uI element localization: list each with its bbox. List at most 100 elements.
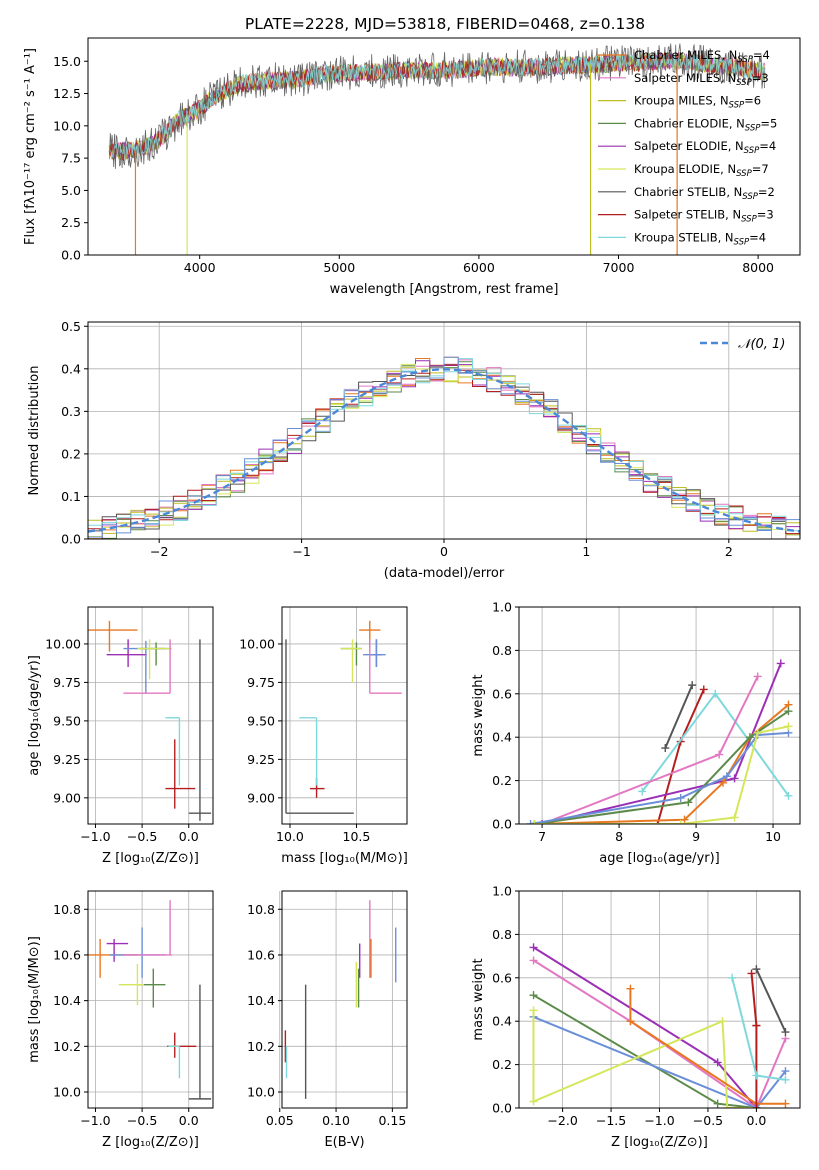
weight-point-marker	[530, 820, 539, 824]
weight-point-marker	[626, 1017, 635, 1026]
x-axis-label: Z [log₁₀(Z/Z⊙)]	[102, 1135, 199, 1150]
y-tick-label: 10.2	[247, 1039, 275, 1054]
legend-entry: 𝒩(0, 1)	[738, 337, 785, 352]
y-tick-label: 9.25	[53, 752, 81, 767]
y-axis-label: Flux [fλ10⁻¹⁷ erg cm⁻² s⁻¹ A⁻¹]	[23, 48, 38, 245]
x-tick-label: 5000	[323, 260, 355, 275]
weight-point-marker	[529, 991, 538, 1000]
weight-point-marker	[753, 728, 762, 737]
x-tick-label: 1	[582, 544, 590, 559]
chart-age_vs_mass: 10.0 10.5 9.00 9.25 9.50 9.75 10.00 mass [log₁₀…	[239, 606, 408, 866]
axes-frame	[87, 890, 214, 1109]
x-tick-label: −1.5	[596, 1113, 626, 1128]
plot-area-mass_vs_ebv	[284, 900, 397, 1099]
weight-point-marker	[784, 707, 793, 716]
weight-series-line	[533, 1015, 787, 1108]
x-tick-label: 2	[725, 544, 733, 559]
y-tick-label: 0.2	[492, 773, 512, 788]
weight-point-marker	[684, 798, 693, 807]
y-axis-label: Normed distribution	[27, 366, 42, 496]
y-tick-label: 0.6	[492, 970, 512, 985]
weight-point-marker	[728, 973, 737, 982]
weight-point-marker	[722, 772, 731, 781]
weight-point-marker	[723, 1104, 732, 1108]
x-tick-label: 7000	[603, 260, 635, 275]
chart-age_vs_z: −1.0 −0.5 0.0 9.00 9.25 9.50 9.75 10.00 Z [log₁₀…	[27, 606, 214, 866]
histogram-step	[88, 356, 800, 538]
x-tick-label: 10	[765, 829, 781, 844]
x-tick-label: 0.15	[378, 1113, 406, 1128]
figure-title: PLATE=2228, MJD=53818, FIBERID=0468, z=0…	[245, 15, 645, 33]
weight-point-marker	[661, 744, 670, 753]
y-tick-label: 0.0	[492, 1101, 512, 1116]
y-tick-label: 0.0	[61, 532, 81, 547]
weight-point-marker	[688, 681, 697, 690]
y-axis-label: age [log₁₀(age/yr)]	[27, 655, 42, 776]
weight-point-marker	[776, 659, 785, 668]
plot-area-age_vs_z	[88, 620, 212, 821]
y-tick-label: 0.8	[492, 927, 512, 942]
x-tick-label: 0.10	[322, 1113, 350, 1128]
y-tick-label: 15.0	[53, 54, 81, 69]
y-tick-label: 10.6	[53, 947, 81, 962]
y-tick-label: 10.00	[239, 636, 275, 651]
x-tick-label: 6000	[463, 260, 495, 275]
weight-point-marker	[638, 787, 647, 796]
x-axis-label: (data-model)/error	[384, 566, 505, 581]
y-tick-label: 10.6	[247, 947, 275, 962]
plot-area-age_vs_mass	[285, 620, 402, 814]
y-tick-label: 0.1	[61, 489, 81, 504]
chart-mass_vs_z: −1.0 −0.5 0.0 10.0 10.2 10.4 10.6 10.8 Z [log₁₀(…	[27, 890, 214, 1150]
y-tick-label: 9.50	[53, 713, 81, 728]
plot-area-spectrum	[108, 43, 766, 255]
weight-point-marker	[784, 791, 793, 800]
weight-point-marker	[713, 1058, 722, 1067]
y-tick-label: 10.0	[53, 118, 81, 133]
x-tick-label: −1.0	[80, 1113, 110, 1128]
x-tick-label: −1.0	[644, 1113, 674, 1128]
axes-frame	[281, 890, 408, 1109]
y-tick-label: 0.3	[61, 404, 81, 419]
y-tick-label: 0.6	[492, 686, 512, 701]
weight-point-marker	[752, 965, 761, 974]
weight-point-marker	[680, 815, 689, 824]
weight-point-marker	[781, 1075, 790, 1084]
plot-area-residuals	[88, 356, 800, 539]
x-tick-label: 10.0	[276, 829, 304, 844]
y-tick-label: 0.4	[492, 1014, 512, 1029]
weight-point-marker	[676, 820, 685, 824]
spectrum-legend: Chabrier MILES, NSSP=4 Salpeter MILES, NS…	[598, 48, 777, 247]
weight-series-line	[750, 973, 758, 1108]
x-tick-label: −0.5	[693, 1113, 723, 1128]
x-tick-label: −2.0	[547, 1113, 577, 1128]
plot-area-mass_vs_z	[88, 900, 212, 1100]
weight-point-marker	[730, 774, 739, 783]
weight-point-marker	[747, 969, 756, 978]
spectrum-series-line	[110, 52, 766, 161]
y-tick-label: 0.4	[61, 361, 81, 376]
x-axis-label: Z [log₁₀(Z/Z⊙)]	[102, 851, 199, 866]
x-axis-label: wavelength [Angstrom, rest frame]	[330, 282, 559, 297]
weight-point-marker	[676, 793, 685, 802]
y-tick-label: 9.75	[53, 675, 81, 690]
x-tick-label: 0.0	[746, 1113, 766, 1128]
weight-point-marker	[699, 685, 708, 694]
x-tick-label: −1	[292, 544, 310, 559]
weight-series-line	[664, 684, 694, 749]
weight-point-marker	[718, 1017, 727, 1026]
y-tick-label: 9.75	[247, 675, 275, 690]
y-tick-label: 10.8	[53, 902, 81, 917]
legend-entry: Salpeter STELIB, NSSP=3	[634, 208, 774, 225]
y-tick-label: 9.25	[247, 752, 275, 767]
x-tick-label: 0.0	[179, 829, 199, 844]
weight-point-marker	[715, 750, 724, 759]
y-tick-label: 0.4	[492, 730, 512, 745]
weight-series-line	[532, 994, 757, 1108]
weight-point-marker	[526, 820, 535, 824]
weight-point-marker	[752, 1021, 761, 1030]
x-tick-label: 9	[692, 829, 700, 844]
y-axis-label: mass weight	[471, 958, 486, 1040]
weight-point-marker	[781, 1028, 790, 1037]
y-tick-label: 10.4	[53, 993, 81, 1008]
